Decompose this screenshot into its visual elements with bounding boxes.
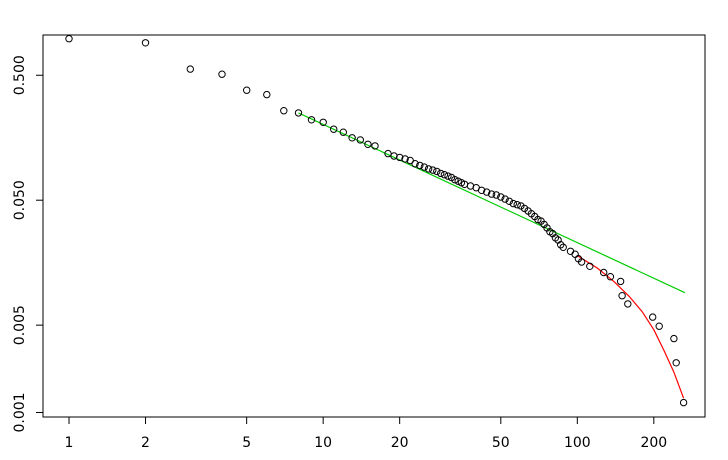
data-point bbox=[411, 160, 419, 168]
data-point bbox=[497, 193, 505, 201]
data-point bbox=[501, 195, 509, 203]
data-point bbox=[606, 273, 615, 281]
data-point bbox=[186, 65, 195, 73]
data-point bbox=[586, 262, 594, 270]
cutoff-fit-line bbox=[576, 255, 685, 399]
data-point bbox=[513, 201, 521, 209]
data-point bbox=[356, 136, 364, 144]
data-point bbox=[451, 176, 459, 184]
data-point bbox=[440, 171, 449, 179]
fit-lines bbox=[298, 112, 686, 399]
data-point bbox=[559, 243, 567, 252]
data-point bbox=[65, 35, 73, 43]
x-tick-label: 200 bbox=[640, 435, 667, 451]
data-point bbox=[420, 163, 428, 171]
data-point bbox=[616, 277, 625, 286]
data-point bbox=[364, 140, 372, 149]
data-point bbox=[600, 268, 608, 277]
y-tick-label: 0.500 bbox=[12, 55, 28, 95]
data-point bbox=[330, 125, 338, 133]
data-point bbox=[618, 292, 626, 300]
x-tick-label: 10 bbox=[314, 435, 332, 451]
data-point bbox=[396, 153, 404, 162]
data-point bbox=[492, 191, 500, 199]
data-point bbox=[483, 188, 491, 196]
data-point bbox=[243, 86, 251, 94]
y-tick-label: 0.001 bbox=[12, 392, 28, 432]
data-point bbox=[429, 166, 437, 174]
data-point bbox=[280, 107, 288, 115]
x-tick-label: 1 bbox=[65, 435, 74, 451]
power-law-fit-line bbox=[298, 112, 686, 294]
data-point bbox=[624, 300, 632, 308]
data-point bbox=[319, 118, 327, 127]
data-point bbox=[655, 322, 663, 330]
data-point bbox=[348, 134, 356, 142]
data-point bbox=[294, 109, 303, 117]
data-point bbox=[401, 155, 409, 163]
data-point bbox=[487, 190, 496, 198]
y-axis: 0.001 0.005 0.050 0.500 bbox=[12, 55, 44, 433]
data-point bbox=[307, 116, 316, 124]
data-point bbox=[649, 313, 657, 321]
data-point bbox=[141, 39, 150, 47]
y-tick-label: 0.050 bbox=[12, 180, 28, 220]
data-point bbox=[433, 167, 441, 176]
data-point bbox=[416, 161, 424, 170]
data-point bbox=[509, 199, 517, 208]
data-point bbox=[263, 90, 271, 99]
data-point bbox=[437, 169, 445, 178]
x-tick-label: 20 bbox=[391, 435, 409, 451]
data-point bbox=[218, 70, 226, 78]
x-tick-label: 100 bbox=[564, 435, 591, 451]
data-point bbox=[505, 197, 513, 206]
data-point bbox=[339, 128, 347, 136]
data-point bbox=[679, 398, 688, 407]
data-point bbox=[577, 258, 586, 266]
data-points bbox=[65, 35, 688, 407]
data-point bbox=[672, 359, 680, 367]
data-point bbox=[477, 186, 486, 195]
y-tick-label: 0.005 bbox=[12, 305, 28, 345]
x-axis: 1 2 5 10 20 50 100 200 bbox=[65, 416, 667, 451]
data-point bbox=[557, 241, 565, 249]
x-tick-label: 2 bbox=[141, 435, 150, 451]
x-tick-label: 50 bbox=[492, 435, 510, 451]
data-point bbox=[670, 334, 678, 343]
data-point bbox=[424, 165, 433, 173]
data-point bbox=[371, 142, 379, 150]
data-point bbox=[444, 172, 452, 180]
x-tick-label: 5 bbox=[242, 435, 251, 451]
